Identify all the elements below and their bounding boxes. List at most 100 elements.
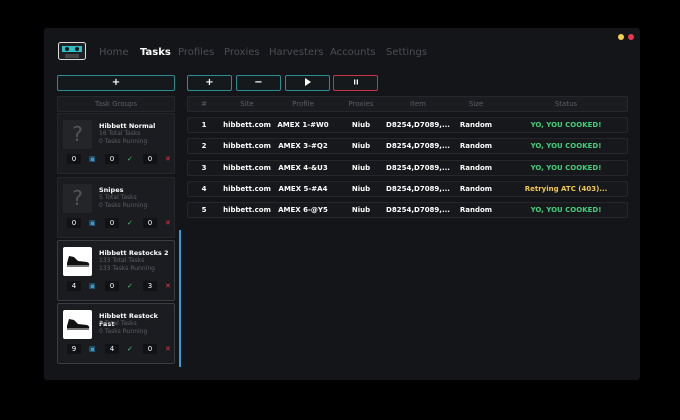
group-card[interactable]: ? Snipes 5 Total Tasks 0 Tasks Running 0 ▣ 0 ✓ 0…: [57, 177, 175, 238]
nav-item[interactable]: Profiles: [178, 47, 215, 58]
nav-item[interactable]: Home: [99, 47, 129, 58]
group-running: 0 Tasks Running: [99, 138, 148, 145]
task-cell: Random: [459, 185, 493, 193]
task-cell: Random: [459, 164, 493, 172]
nav-item[interactable]: Tasks: [140, 47, 171, 58]
app-window: Home Tasks Profiles Proxies Harvesters Accoun…: [44, 28, 640, 380]
task-cell: hibbett.com: [223, 206, 271, 214]
group-card[interactable]: ? Hibbett Normal 16 Total Tasks 0 Tasks Run…: [57, 113, 175, 174]
task-cell: D8254,D7089,...: [386, 121, 450, 129]
group-thumb: [63, 247, 92, 276]
task-cell: hibbett.com: [223, 142, 271, 150]
group-card[interactable]: Hibbett Restocks 2 133 Total Tasks 133 Tas…: [57, 240, 175, 301]
group-stat: 0: [105, 218, 119, 228]
task-cell: Random: [459, 121, 493, 129]
task-status: YO, YOU COOKED!: [530, 206, 602, 214]
group-total: 5 Total Tasks: [99, 194, 137, 201]
task-cell: hibbett.com: [223, 121, 271, 129]
add-group-button[interactable]: +: [57, 75, 175, 91]
task-cell: Niub: [351, 185, 371, 193]
stat-icon: ▣: [89, 282, 96, 290]
group-total: 5 Total Tasks: [99, 320, 137, 327]
task-cell: hibbett.com: [223, 164, 271, 172]
nav-item[interactable]: Settings: [386, 47, 428, 58]
stat-icon: ✓: [127, 155, 133, 163]
task-row[interactable]: 3 hibbett.com AMEX 4-&U3 Niub D8254,D7089,..…: [187, 160, 628, 176]
stat-icon: ✓: [127, 345, 133, 353]
nav-item[interactable]: Harvesters: [269, 47, 324, 58]
group-stat: 0: [143, 154, 157, 164]
task-cell: D8254,D7089,...: [386, 142, 450, 150]
column-header: Site: [240, 100, 254, 108]
column-header: Profile: [292, 100, 314, 108]
column-header: Proxies: [348, 100, 374, 108]
task-cell: 1: [201, 121, 207, 129]
task-row[interactable]: 2 hibbett.com AMEX 3-#Q2 Niub D8254,D7089,..…: [187, 138, 628, 154]
nav-item[interactable]: Proxies: [224, 47, 260, 58]
task-cell: Niub: [351, 206, 371, 214]
task-cell: 4: [201, 185, 207, 193]
task-cell: Niub: [351, 164, 371, 172]
pause-icon: [353, 79, 358, 85]
column-header: #: [201, 100, 207, 108]
group-name: Hibbett Normal: [99, 122, 156, 130]
column-header: Status: [554, 100, 578, 108]
group-thumb: [63, 310, 92, 339]
nav-item[interactable]: Accounts: [330, 47, 376, 58]
task-row[interactable]: 5 hibbett.com AMEX 6-@Y5 Niub D8254,D7089,..…: [187, 202, 628, 218]
column-header: Size: [468, 100, 484, 108]
group-stat: 4: [105, 344, 119, 354]
stat-icon: ▣: [89, 345, 96, 353]
group-stat: 0: [143, 218, 157, 228]
group-running: 0 Tasks Running: [99, 202, 148, 209]
group-total: 133 Total Tasks: [99, 257, 145, 264]
task-cell: AMEX 3-#Q2: [278, 142, 328, 150]
table-header: # Site Profile Proxies Item Size Status: [187, 96, 628, 112]
task-cell: D8254,D7089,...: [386, 164, 450, 172]
group-thumb: ?: [63, 184, 92, 213]
task-cell: Random: [459, 142, 493, 150]
scrollbar[interactable]: [179, 230, 181, 367]
task-cell: D8254,D7089,...: [386, 185, 450, 193]
task-groups-header: Task Groups: [57, 96, 175, 112]
group-name: Hibbett Restock Fast: [99, 312, 158, 328]
task-cell: AMEX 6-@Y5: [278, 206, 328, 214]
task-status: YO, YOU COOKED!: [530, 164, 602, 172]
task-cell: hibbett.com: [223, 185, 271, 193]
task-row[interactable]: 1 hibbett.com AMEX 1-#W0 Niub D8254,D7089,..…: [187, 117, 628, 133]
group-stat: 0: [105, 281, 119, 291]
task-cell: 3: [201, 164, 207, 172]
play-icon: [304, 78, 311, 86]
group-stat: 3: [143, 281, 157, 291]
task-status: YO, YOU COOKED!: [530, 142, 602, 150]
task-row[interactable]: 4 hibbett.com AMEX 5-#A4 Niub D8254,D7089,..…: [187, 181, 628, 197]
shoe-icon: [66, 256, 89, 267]
group-card[interactable]: Hibbett Restock Fast 5 Total Tasks 0 Tasks…: [57, 303, 175, 364]
task-cell: AMEX 1-#W0: [277, 121, 329, 129]
group-stat: 0: [67, 218, 81, 228]
remove-task-button[interactable]: −: [236, 75, 281, 91]
group-stat: 9: [67, 344, 81, 354]
stat-icon: ✕: [165, 282, 171, 290]
stat-icon: ▣: [89, 219, 96, 227]
group-running: 0 Tasks Running: [99, 328, 148, 335]
group-running: 133 Tasks Running: [99, 265, 155, 272]
task-cell: D8254,D7089,...: [386, 206, 450, 214]
task-cell: Niub: [351, 121, 371, 129]
group-thumb: ?: [63, 120, 92, 149]
group-total: 16 Total Tasks: [99, 130, 141, 137]
stat-icon: ✕: [165, 155, 171, 163]
stop-button[interactable]: [333, 75, 378, 91]
stat-icon: ✕: [165, 345, 171, 353]
logo: [58, 42, 86, 60]
start-button[interactable]: [285, 75, 330, 91]
add-task-button[interactable]: +: [187, 75, 232, 91]
window-controls[interactable]: [617, 33, 637, 41]
stat-icon: ▣: [89, 155, 96, 163]
group-stat: 0: [105, 154, 119, 164]
stat-icon: ✕: [165, 219, 171, 227]
task-cell: Random: [459, 206, 493, 214]
task-status: Retrying ATC (403)...: [524, 185, 608, 193]
stat-icon: ✓: [127, 219, 133, 227]
